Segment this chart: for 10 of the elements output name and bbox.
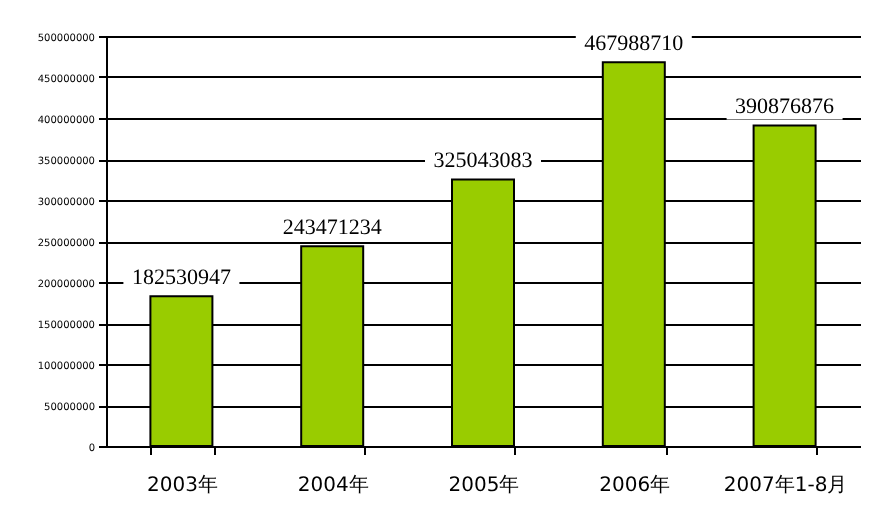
x-tick-label: 2003年 [146,473,218,497]
x-tick-label: 2007年1-8月 [723,473,848,497]
x-tick-label: 2004年 [297,473,369,497]
data-label: 182530947 [131,266,232,291]
data-label: 325043083 [433,149,534,174]
data-label: 467988710 [584,32,685,57]
data-label: 243471234 [282,216,383,241]
data-label: 390876876 [735,95,836,120]
x-tick-label: 2005年 [448,473,520,497]
x-tick-label: 2006年 [599,473,671,497]
